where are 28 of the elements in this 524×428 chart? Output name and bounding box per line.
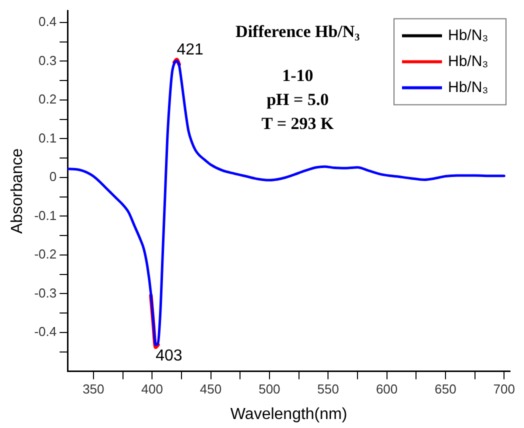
x-tick-label: 700 — [493, 382, 515, 397]
annotation: pH = 5.0 — [266, 90, 329, 110]
x-axis-title: Wavelength(nm) — [230, 406, 348, 423]
y-tick-label: -0.1 — [34, 208, 57, 223]
y-tick-label: -0.3 — [34, 285, 57, 300]
annotation: 421 — [176, 42, 204, 59]
x-tick-label: 350 — [82, 382, 104, 397]
y-tick-label: 0.3 — [38, 52, 57, 68]
y-tick-label: -0.2 — [34, 246, 57, 262]
y-tick-label: 0.1 — [38, 130, 57, 146]
annotation: T = 293 K — [262, 114, 335, 134]
annotation: 403 — [156, 347, 182, 364]
x-tick-label: 600 — [376, 382, 398, 397]
legend-label: Hb/N₃ — [448, 26, 488, 44]
y-tick-label: -0.4 — [34, 324, 57, 340]
legend-label: Hb/N₃ — [448, 52, 488, 70]
y-tick-label: 0 — [49, 169, 57, 184]
x-tick-label: 550 — [317, 382, 339, 397]
annotation: 1-10 — [282, 66, 314, 86]
legend-label: Hb/N₃ — [448, 78, 488, 96]
x-tick-label: 650 — [434, 382, 456, 397]
annotation: Difference Hb/N₃ — [236, 22, 360, 42]
y-tick-label: 0.2 — [38, 92, 57, 107]
y-tick-label: 0.4 — [38, 14, 57, 30]
y-axis-title: Absorbance — [9, 148, 26, 234]
x-tick-label: 500 — [258, 382, 280, 397]
x-tick-label: 400 — [141, 382, 163, 397]
x-tick-label: 450 — [200, 382, 222, 397]
